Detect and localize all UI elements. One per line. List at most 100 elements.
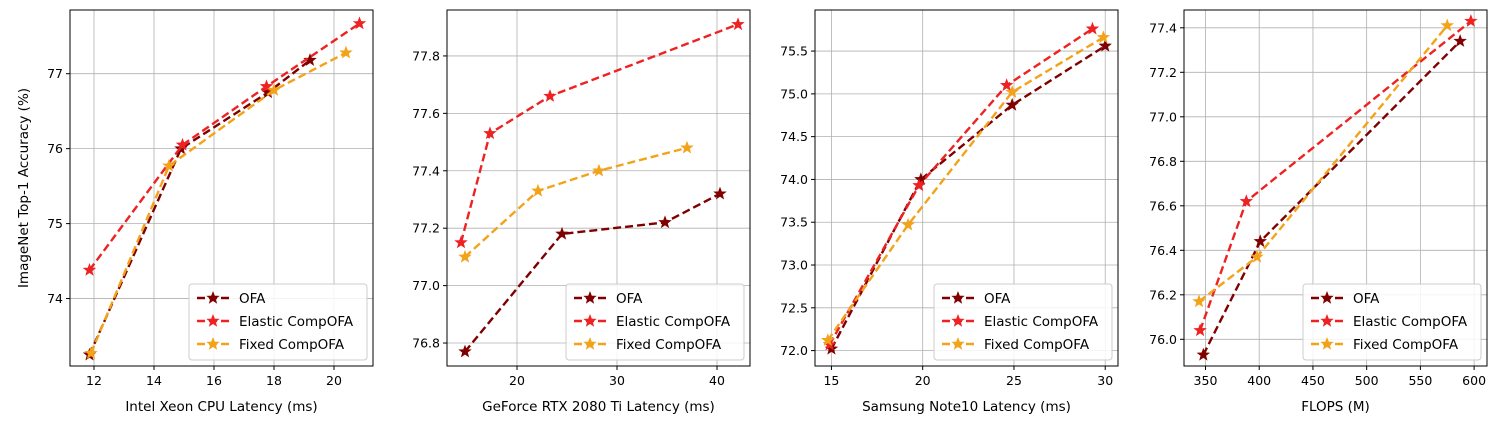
data-point-marker <box>267 83 281 96</box>
y-tick-label: 76.6 <box>1149 198 1177 213</box>
y-tick-label: 76.2 <box>1149 287 1177 302</box>
data-point-marker <box>352 16 367 30</box>
data-point-marker <box>821 333 835 347</box>
legend-label: Fixed CompOFA <box>616 337 722 353</box>
x-tick-label: 15 <box>823 373 839 388</box>
x-tick-label: 30 <box>609 373 625 388</box>
data-point-marker <box>175 137 190 151</box>
data-point-marker <box>82 263 97 276</box>
legend-label: Elastic CompOFA <box>616 314 731 330</box>
legend-marker <box>1320 313 1334 327</box>
legend-marker <box>583 290 597 304</box>
x-tick-label: 400 <box>1247 373 1271 388</box>
data-point-marker <box>483 126 497 140</box>
y-tick-label: 77.2 <box>412 221 440 236</box>
data-point-marker <box>1253 234 1267 248</box>
data-point-marker <box>731 17 745 31</box>
data-point-marker <box>259 79 274 93</box>
legend-marker <box>1320 336 1334 350</box>
data-point-marker <box>458 249 472 263</box>
legend-marker <box>951 313 965 327</box>
y-tick-label: 72.0 <box>780 343 808 358</box>
data-point-marker <box>1193 323 1207 337</box>
data-point-marker <box>555 226 569 240</box>
y-tick-label: 77.6 <box>412 106 440 121</box>
data-point-marker <box>713 186 727 200</box>
data-point-marker <box>1464 14 1478 27</box>
legend-marker <box>206 313 220 327</box>
legend-box <box>1302 283 1482 361</box>
y-tick-label: 76.4 <box>1149 243 1177 258</box>
legend-marker <box>206 336 220 350</box>
x-tick-label: 20 <box>509 373 525 388</box>
data-point-marker <box>1192 294 1206 308</box>
series-line-fixed-compofa <box>89 51 347 354</box>
plot-frame <box>1183 9 1488 367</box>
x-tick-label: 450 <box>1301 373 1325 388</box>
legend: OFA Elastic CompOFA Fixed CompOFA <box>188 283 368 361</box>
legend-marker <box>951 290 965 304</box>
x-tick-label: 16 <box>206 373 222 388</box>
y-tick-label: 75.5 <box>780 44 808 59</box>
data-point-marker <box>1239 194 1254 208</box>
chart-panel-4: 350 400 450 500 550 600 76.0 76.2 76.4 76.6 76.8 77… <box>1149 9 1488 415</box>
legend-label: OFA <box>616 291 643 307</box>
series-line-ofa <box>830 44 1106 350</box>
data-point-marker <box>162 158 176 172</box>
y-tick-label: 75 <box>47 216 63 231</box>
legend: OFA Elastic CompOFA Fixed CompOFA <box>933 283 1113 361</box>
x-tick-label: 550 <box>1408 373 1432 388</box>
data-point-marker <box>999 78 1014 92</box>
legend-label: OFA <box>239 291 266 307</box>
series-line-ofa <box>88 59 311 356</box>
y-tick-label: 73.0 <box>780 258 808 273</box>
legend-label: Elastic CompOFA <box>239 314 354 330</box>
legend-label: OFA <box>1353 291 1380 307</box>
plot-frame <box>69 9 374 367</box>
data-point-marker <box>1250 249 1264 263</box>
y-tick-label: 74.0 <box>780 172 808 187</box>
x-axis-label: Samsung Note10 Latency (ms) <box>862 399 1071 415</box>
legend-label: Fixed CompOFA <box>1353 337 1459 353</box>
x-tick-label: 18 <box>266 373 282 388</box>
data-point-marker <box>1085 21 1100 35</box>
legend-label: Fixed CompOFA <box>984 337 1090 353</box>
data-point-marker <box>303 53 317 66</box>
data-point-marker <box>1005 85 1019 98</box>
legend: OFA Elastic CompOFA Fixed CompOFA <box>1302 283 1482 361</box>
data-point-marker <box>458 344 472 358</box>
y-tick-label: 76.0 <box>1149 332 1177 347</box>
x-tick-label: 20 <box>915 373 931 388</box>
data-point-marker <box>543 89 557 102</box>
data-point-marker <box>658 215 672 229</box>
y-tick-label: 77.0 <box>1149 109 1177 124</box>
y-tick-label: 76 <box>47 141 63 156</box>
x-axis-label: GeForce RTX 2080 Ti Latency (ms) <box>482 399 715 415</box>
y-tick-label: 75.0 <box>780 86 808 101</box>
data-point-marker <box>592 163 606 177</box>
x-tick-label: 20 <box>326 373 342 388</box>
legend-label: Elastic CompOFA <box>984 314 1099 330</box>
data-point-marker <box>454 235 468 249</box>
series-line-ofa <box>464 192 721 353</box>
data-point-marker <box>1440 18 1454 32</box>
legend-box <box>933 283 1113 361</box>
x-tick-label: 350 <box>1194 373 1218 388</box>
data-point-marker <box>1005 97 1019 111</box>
legend-label: OFA <box>984 291 1011 307</box>
x-tick-label: 40 <box>709 373 725 388</box>
data-point-marker <box>912 178 926 192</box>
x-tick-label: 30 <box>1097 373 1113 388</box>
legend-marker <box>206 290 220 304</box>
x-tick-label: 600 <box>1462 373 1486 388</box>
data-point-marker <box>680 140 694 154</box>
y-tick-label: 77.8 <box>412 48 440 63</box>
x-tick-label: 500 <box>1355 373 1379 388</box>
legend-marker <box>951 336 965 350</box>
y-tick-label: 74 <box>47 291 63 306</box>
data-point-marker <box>84 346 98 359</box>
data-point-marker <box>531 183 545 197</box>
x-axis-label: FLOPS (M) <box>1301 399 1370 415</box>
series-line-elastic-compofa <box>88 22 361 271</box>
